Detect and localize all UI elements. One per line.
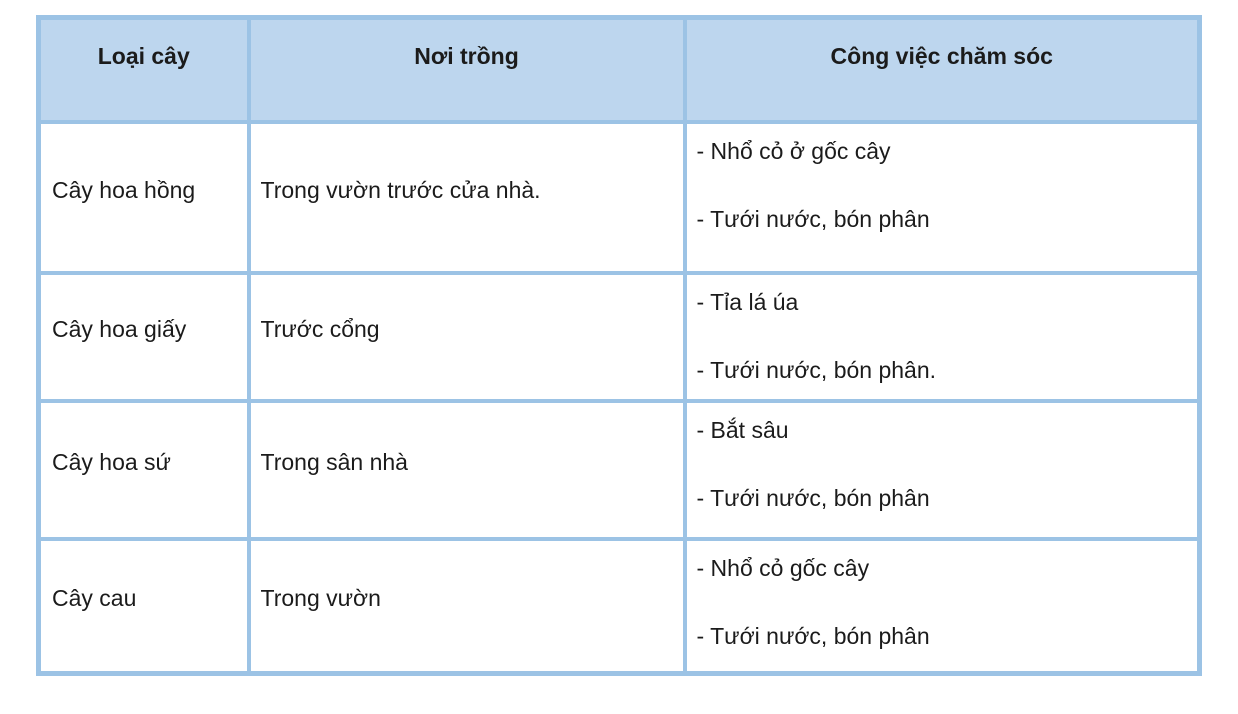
location-text: Trong vườn trước cửa nhà. [260,176,541,203]
care-task-line: - Bắt sâu [696,416,789,443]
location-text: Trong sân nhà [260,449,408,475]
plant-type-text: Cây cau [52,585,137,612]
plant-type-cell: Cây cau [36,536,251,676]
column-header-location: Nơi trồng [246,15,687,124]
care-task-line: - Tưới nước, bón phân [696,622,930,649]
location-text: Trước cổng [260,316,380,342]
plant-type-cell: Cây hoa giấy [36,270,251,403]
care-task-line: - Tỉa lá úa [696,288,799,315]
table-row: Cây hoa giấy Trước cổng - Tỉa lá úa - Tư… [36,270,1202,403]
table-row: Cây hoa hồng Trong vườn trước cửa nhà. -… [36,119,1202,275]
care-tasks-cell: - Nhổ cỏ gốc cây - Tưới nước, bón phân [682,536,1202,676]
care-tasks-cell: - Bắt sâu - Tưới nước, bón phân [682,398,1202,541]
table-row: Cây cau Trong vườn - Nhổ cỏ gốc cây - Tư… [36,536,1202,676]
location-cell: Trong sân nhà [246,398,687,541]
care-tasks-cell: - Tỉa lá úa - Tưới nước, bón phân. [682,270,1202,403]
plant-type-text: Cây hoa hồng [52,176,196,203]
care-task-line: - Nhổ cỏ ở gốc cây [696,137,891,164]
location-cell: Trong vườn [246,536,687,676]
plant-type-cell: Cây hoa sứ [36,398,251,541]
header-row: Loại cây Nơi trồng Công việc chăm sóc [36,15,1202,124]
location-text: Trong vườn [260,585,381,612]
plant-care-table: Loại cây Nơi trồng Công việc chăm sóc Câ… [36,15,1202,676]
care-task-line: - Tưới nước, bón phân [696,484,930,511]
table-row: Cây hoa sứ Trong sân nhà - Bắt sâu - Tướ… [36,398,1202,541]
care-task-line: - Nhổ cỏ gốc cây [696,554,870,581]
location-cell: Trong vườn trước cửa nhà. [246,119,687,275]
plant-type-text: Cây hoa sứ [52,449,171,475]
column-header-care-tasks: Công việc chăm sóc [682,15,1202,124]
care-task-line: - Tưới nước, bón phân [696,205,930,232]
column-header-plant-type: Loại cây [36,15,251,124]
care-tasks-cell: - Nhổ cỏ ở gốc cây - Tưới nước, bón phân [682,119,1202,275]
plant-type-cell: Cây hoa hồng [36,119,251,275]
care-task-line: - Tưới nước, bón phân. [696,356,937,383]
location-cell: Trước cổng [246,270,687,403]
plant-type-text: Cây hoa giấy [52,316,187,342]
